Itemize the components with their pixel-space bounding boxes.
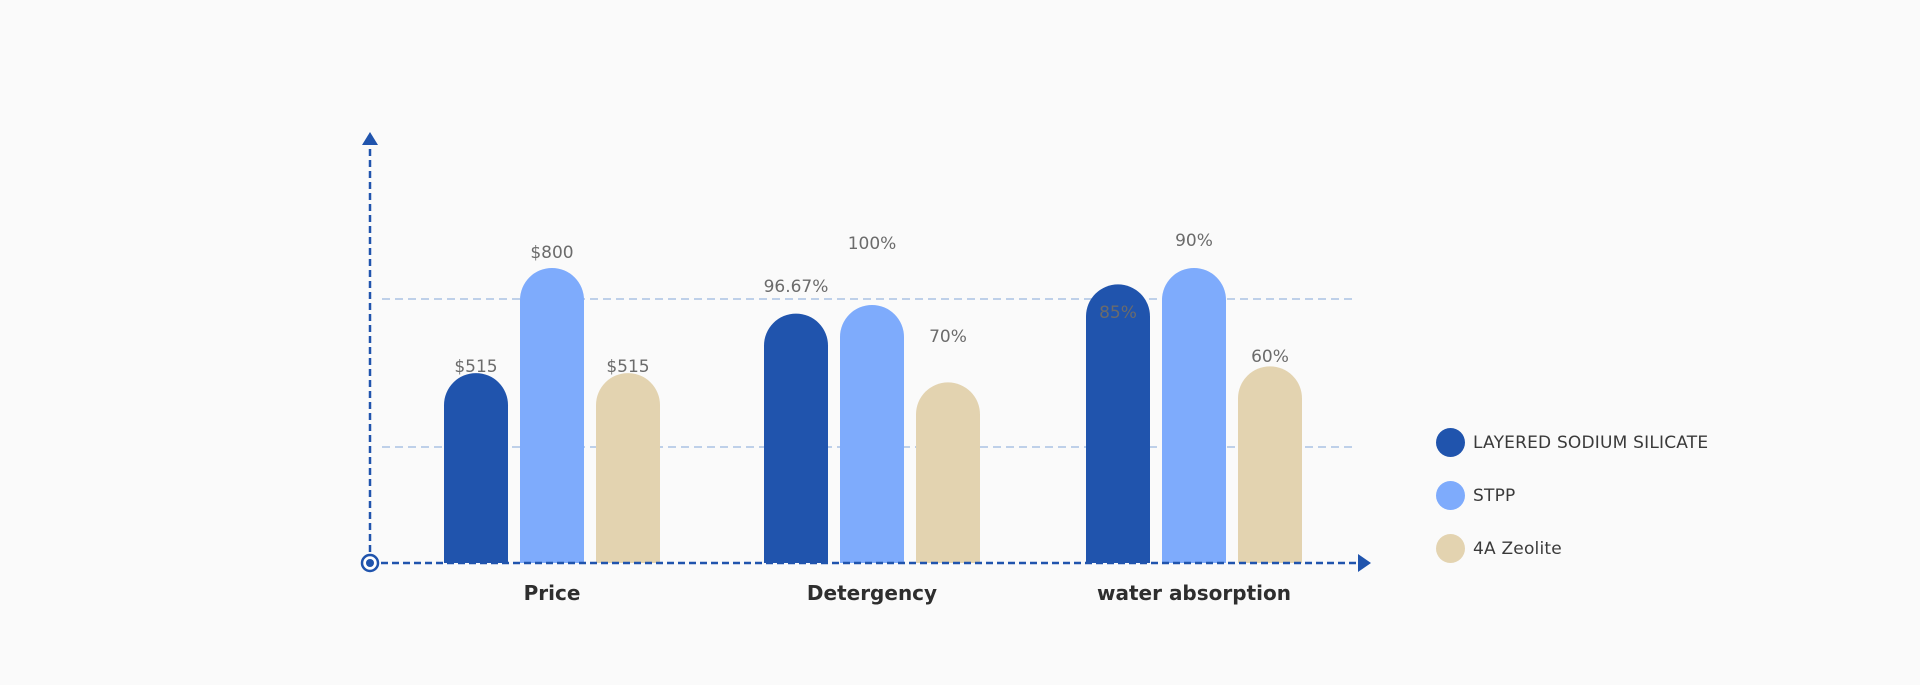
data-label: 70% xyxy=(929,327,967,347)
origin-dot xyxy=(366,559,374,567)
legend-item-layered-sodium-silicate: LAYERED SODIUM SILICATE xyxy=(1436,428,1708,457)
legend-label: STPP xyxy=(1473,485,1516,506)
legend-item-4a-zeolite: 4A Zeolite xyxy=(1436,534,1708,563)
data-label: 100% xyxy=(848,234,897,254)
category-label: Price xyxy=(524,581,581,605)
legend-swatch xyxy=(1436,534,1465,563)
y-axis-arrow xyxy=(362,132,378,145)
bar xyxy=(1162,268,1226,563)
data-label: $515 xyxy=(606,357,649,377)
bar xyxy=(764,313,828,563)
legend-label: 4A Zeolite xyxy=(1473,538,1562,559)
bar xyxy=(596,373,660,563)
bar xyxy=(444,373,508,563)
data-label: 85% xyxy=(1099,303,1137,323)
data-label: 90% xyxy=(1175,231,1213,251)
legend: LAYERED SODIUM SILICATE STPP 4A Zeolite xyxy=(1436,428,1708,563)
bar xyxy=(916,382,980,563)
x-axis-arrow xyxy=(1358,554,1371,572)
legend-swatch xyxy=(1436,481,1465,510)
bar xyxy=(840,305,904,563)
legend-label: LAYERED SODIUM SILICATE xyxy=(1473,432,1709,453)
category-label: Detergency xyxy=(807,581,937,605)
legend-swatch xyxy=(1436,428,1465,457)
legend-item-stpp: STPP xyxy=(1436,481,1708,510)
bar xyxy=(1086,284,1150,563)
data-label: 60% xyxy=(1251,347,1289,367)
data-label: $800 xyxy=(530,243,573,263)
bar xyxy=(1238,366,1302,563)
bar xyxy=(520,268,584,563)
data-label: 96.67% xyxy=(764,277,829,297)
data-label: $515 xyxy=(454,357,497,377)
category-label: water absorption xyxy=(1097,581,1291,605)
